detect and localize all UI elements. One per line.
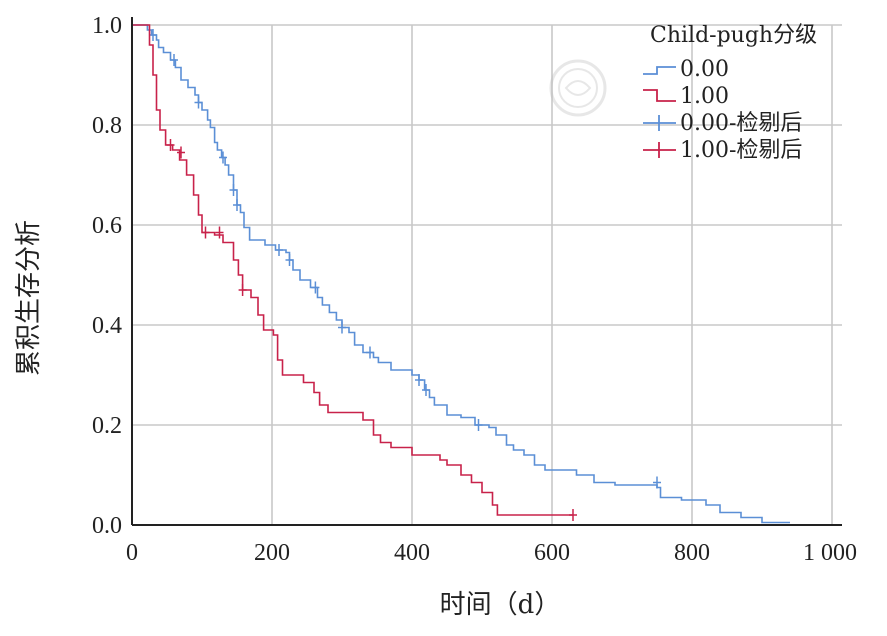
legend-censor-symbol (643, 142, 676, 158)
censor-mark (229, 184, 238, 196)
x-tick-label: 1 000 (803, 540, 857, 566)
y-tick-labels: 0.0 0.2 0.4 0.6 0.8 1.0 (92, 13, 122, 539)
censor-mark (422, 384, 430, 396)
x-tick-label: 400 (394, 540, 430, 566)
survival-step-line (132, 24, 573, 516)
censor-mark (569, 509, 577, 521)
x-tick-label: 0 (126, 540, 138, 566)
x-tick-label: 800 (674, 540, 710, 566)
censor-mark (233, 199, 241, 211)
censor-mark (238, 284, 247, 296)
legend-line-symbol (643, 66, 676, 75)
series-0 (132, 24, 790, 524)
series-1 (132, 24, 577, 521)
legend-title: Child-pugh分级 (650, 23, 817, 48)
censor-mark (166, 139, 175, 151)
x-axis-title: 时间（d） (440, 590, 561, 620)
censor-mark (215, 226, 224, 239)
legend-censor-symbol (643, 115, 676, 131)
series-layer (132, 24, 790, 524)
censor-mark (338, 321, 346, 334)
legend-label: 0.00-检剔后 (680, 111, 802, 136)
censor-mark (170, 54, 178, 66)
y-tick-label: 0.4 (92, 313, 122, 339)
censor-mark (275, 244, 283, 256)
y-tick-label: 0.8 (92, 113, 122, 139)
censor-mark (177, 146, 185, 159)
x-tick-labels: 0 200 400 600 800 1 000 (126, 540, 857, 566)
censor-mark (194, 96, 203, 109)
legend: Child-pugh分级 0.00 1.00 0.00-检剔后 1.00-检剔后 (643, 23, 817, 163)
censor-mark (201, 226, 210, 239)
y-tick-label: 0.0 (92, 513, 122, 539)
censor-mark (366, 346, 374, 359)
x-tick-label: 600 (534, 540, 570, 566)
y-tick-label: 1.0 (92, 13, 122, 39)
censor-mark (415, 374, 423, 386)
censor-mark (285, 254, 294, 266)
censor-mark (311, 281, 320, 294)
censor-mark (149, 29, 157, 41)
x-tick-label: 200 (254, 540, 290, 566)
legend-item: 0.00 (643, 57, 729, 82)
legend-item: 1.00-检剔后 (643, 138, 802, 163)
legend-item: 0.00-检剔后 (643, 111, 802, 136)
legend-label: 0.00 (680, 57, 729, 82)
legend-line-symbol (643, 89, 676, 102)
legend-item: 1.00 (643, 84, 729, 109)
y-tick-label: 0.2 (92, 413, 122, 439)
legend-label: 1.00-检剔后 (680, 138, 802, 163)
censor-mark (219, 151, 227, 164)
axes (131, 17, 842, 526)
y-tick-label: 0.6 (92, 213, 122, 239)
legend-label: 1.00 (680, 84, 729, 109)
watermark-seal (549, 59, 607, 117)
grid-lines (131, 24, 842, 525)
censor-mark (474, 419, 483, 431)
y-axis-title: 累积生存分析 (14, 220, 44, 376)
censor-mark (653, 476, 661, 489)
